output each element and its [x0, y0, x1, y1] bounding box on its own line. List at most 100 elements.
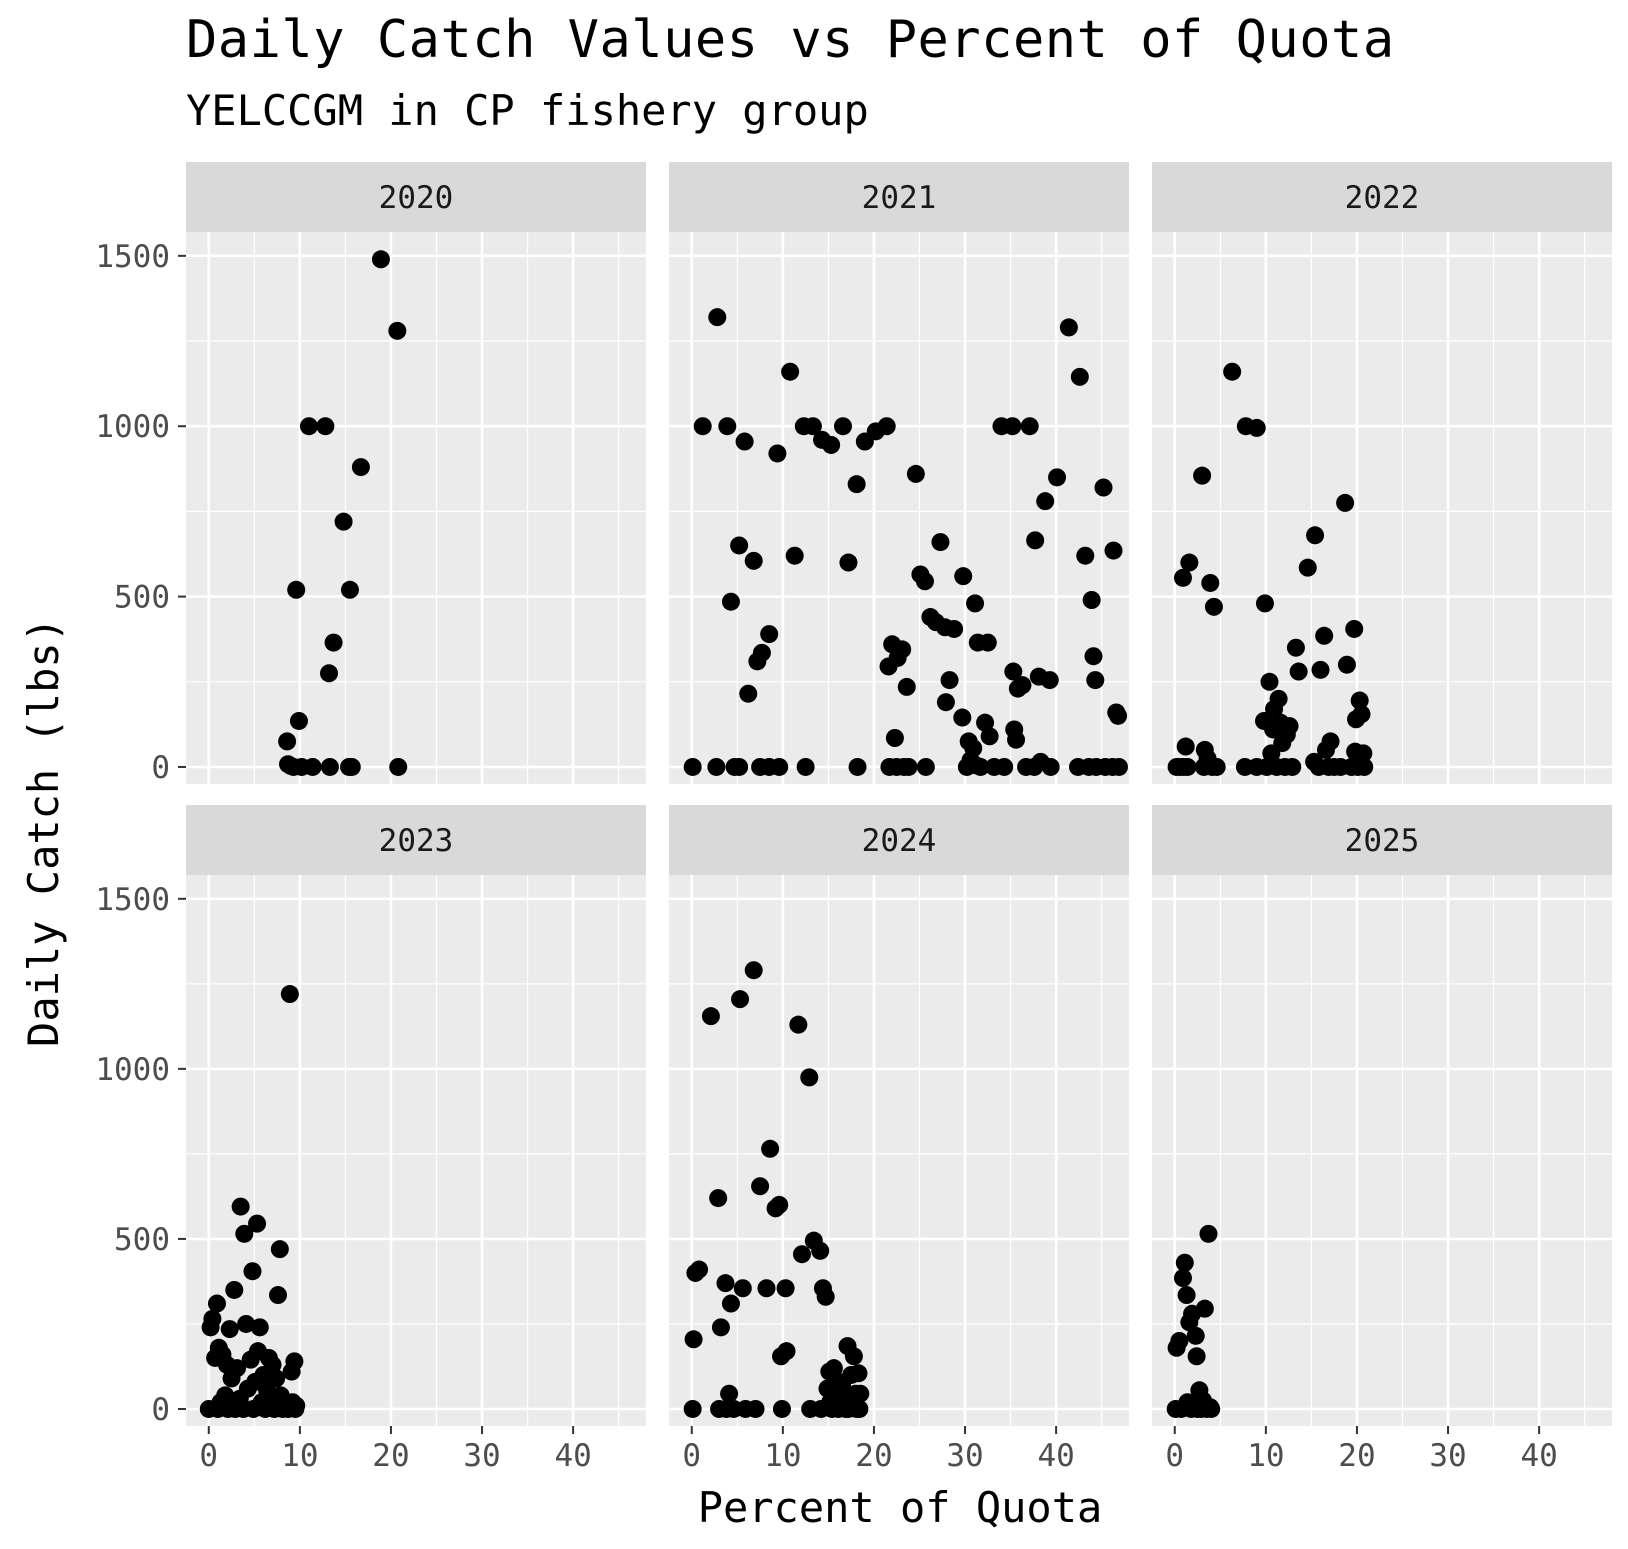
- y-tick-label: 500: [114, 1222, 170, 1258]
- facet-panel-2023: 2023 0 500 1000 1500 0 10 20 30 40: [95, 805, 646, 1474]
- data-point: [1082, 591, 1101, 609]
- data-point: [785, 546, 804, 565]
- y-tick-label: 1500: [95, 239, 170, 275]
- data-point: [899, 757, 918, 776]
- data-point: [1336, 493, 1355, 512]
- data-point: [781, 362, 800, 381]
- y-tick-label: 500: [114, 580, 170, 616]
- data-point: [248, 1214, 267, 1233]
- data-point: [772, 1399, 791, 1418]
- data-point: [1036, 492, 1055, 511]
- x-tick-label: 20: [372, 1438, 409, 1474]
- facet-strip: [669, 162, 1129, 232]
- data-point: [684, 1330, 703, 1349]
- data-point: [228, 1359, 247, 1378]
- data-point: [761, 1139, 780, 1158]
- data-point: [1177, 1286, 1196, 1305]
- data-point: [1247, 418, 1266, 437]
- panel-background: [669, 875, 1129, 1426]
- data-point: [287, 1396, 306, 1415]
- data-point: [250, 1318, 269, 1337]
- data-point: [1201, 573, 1220, 592]
- data-point: [964, 739, 983, 758]
- data-point: [1306, 526, 1325, 545]
- y-tick-label: 1000: [95, 409, 170, 445]
- facet-strip: [1152, 162, 1612, 232]
- facet-strip: [1152, 805, 1612, 875]
- data-point: [263, 1355, 282, 1374]
- data-point: [776, 1279, 795, 1298]
- data-point: [746, 1399, 765, 1418]
- data-point: [1041, 757, 1060, 776]
- data-point: [1004, 662, 1023, 681]
- data-point: [995, 757, 1014, 776]
- data-point: [1260, 672, 1279, 691]
- data-point: [1180, 553, 1199, 572]
- data-point: [885, 729, 904, 747]
- data-point: [1104, 541, 1123, 560]
- data-point: [389, 757, 408, 776]
- data-point: [1255, 594, 1274, 613]
- data-point: [1076, 546, 1095, 565]
- x-tick-label: 10: [1247, 1438, 1284, 1474]
- data-point: [720, 1384, 739, 1403]
- data-point: [1013, 676, 1032, 695]
- data-point: [1315, 626, 1334, 645]
- data-point: [1173, 568, 1192, 587]
- data-point: [811, 1241, 830, 1260]
- data-point: [709, 1189, 728, 1208]
- x-tick-label: 30: [1429, 1438, 1466, 1474]
- facet-panel-2024: 2024 0 10 20 30 40: [669, 805, 1129, 1474]
- data-point: [316, 417, 335, 436]
- facet-strip: [669, 805, 1129, 875]
- data-point: [971, 757, 990, 776]
- facet-panel-2022: 2022: [1152, 162, 1612, 784]
- x-axis-title: Percent of Quota: [698, 1483, 1103, 1532]
- data-point: [1286, 638, 1305, 657]
- data-point: [693, 417, 712, 436]
- panel-background: [669, 232, 1129, 784]
- data-point: [371, 250, 390, 269]
- x-tick-label: 0: [199, 1438, 218, 1474]
- data-point: [690, 1260, 709, 1279]
- data-point: [822, 435, 841, 454]
- data-point: [877, 417, 896, 436]
- data-point: [945, 619, 964, 638]
- data-point: [287, 580, 306, 599]
- data-point: [850, 1399, 869, 1418]
- data-point: [285, 1352, 304, 1371]
- data-point: [243, 1262, 262, 1281]
- data-point: [1007, 730, 1026, 749]
- data-point: [1003, 417, 1022, 436]
- x-tick-label: 10: [764, 1438, 801, 1474]
- data-point: [735, 432, 754, 451]
- data-point: [207, 1294, 226, 1313]
- data-point: [1354, 744, 1373, 763]
- data-point: [847, 475, 866, 494]
- data-point: [1173, 1269, 1192, 1288]
- data-point: [216, 1386, 235, 1405]
- y-tick-label: 1500: [95, 882, 170, 918]
- data-point: [683, 1399, 702, 1418]
- data-point: [800, 1068, 819, 1087]
- data-point: [1283, 757, 1302, 776]
- facet-strip: [186, 805, 646, 875]
- data-point: [707, 757, 726, 776]
- data-point: [267, 1369, 286, 1388]
- data-point: [768, 444, 787, 463]
- data-point: [915, 572, 934, 591]
- data-point: [1298, 558, 1317, 577]
- data-point: [708, 308, 727, 327]
- data-point: [893, 640, 912, 659]
- y-tick-label: 0: [151, 750, 170, 786]
- data-point: [718, 417, 737, 436]
- facet-strip-label: 2023: [379, 823, 454, 859]
- data-point: [839, 553, 858, 572]
- data-point: [1109, 706, 1128, 725]
- y-tick-label: 0: [151, 1392, 170, 1428]
- x-tick-label: 40: [554, 1438, 591, 1474]
- data-point: [966, 594, 985, 613]
- panel-background: [1152, 232, 1612, 784]
- data-point: [1026, 531, 1045, 550]
